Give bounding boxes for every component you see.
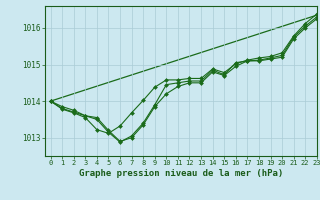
X-axis label: Graphe pression niveau de la mer (hPa): Graphe pression niveau de la mer (hPa) bbox=[79, 169, 283, 178]
